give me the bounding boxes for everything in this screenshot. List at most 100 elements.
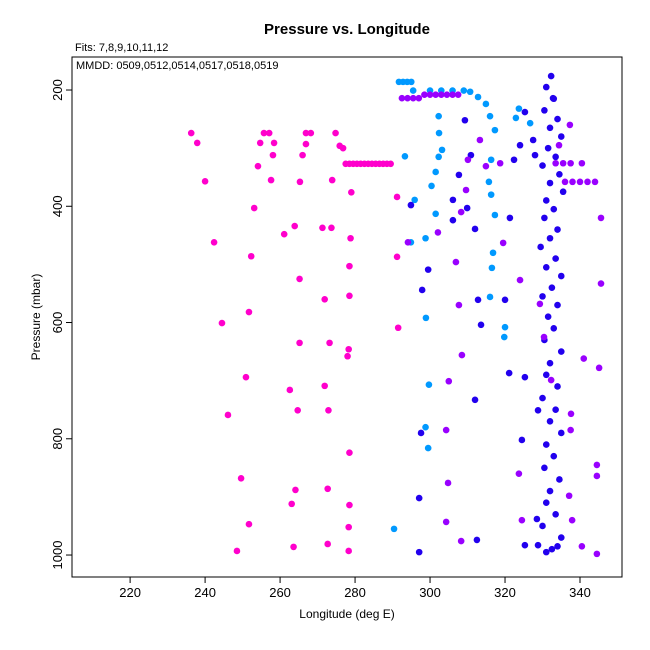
- point: [294, 406, 301, 414]
- point: [561, 178, 569, 186]
- point: [521, 373, 529, 381]
- point: [534, 406, 542, 414]
- point: [461, 116, 469, 124]
- point: [428, 182, 435, 190]
- point: [557, 534, 565, 541]
- point: [516, 276, 524, 284]
- point: [533, 515, 541, 523]
- point: [460, 87, 468, 94]
- point: [488, 264, 496, 272]
- point: [593, 550, 601, 558]
- point: [296, 275, 303, 283]
- point: [437, 91, 445, 98]
- point: [521, 541, 529, 549]
- point: [557, 348, 565, 355]
- point: [390, 525, 398, 533]
- point: [477, 321, 485, 329]
- point: [442, 518, 450, 526]
- point: [526, 119, 534, 127]
- point: [486, 112, 494, 120]
- point: [424, 266, 432, 273]
- point: [546, 487, 554, 495]
- x-tick-label: 240: [194, 585, 216, 600]
- point: [422, 314, 430, 322]
- point: [557, 272, 565, 280]
- point: [536, 300, 544, 308]
- point: [401, 152, 409, 160]
- point: [516, 141, 524, 149]
- point: [444, 479, 452, 487]
- point: [557, 429, 565, 437]
- point: [471, 396, 479, 404]
- y-axis-label: Pressure (mbar): [29, 274, 43, 361]
- point: [332, 129, 339, 137]
- point: [482, 100, 490, 108]
- point: [541, 464, 548, 472]
- point: [345, 523, 352, 531]
- point: [345, 345, 352, 353]
- point: [580, 355, 588, 362]
- point: [270, 139, 278, 147]
- point: [506, 214, 514, 222]
- point: [482, 162, 490, 170]
- point: [307, 129, 315, 137]
- point: [302, 129, 310, 137]
- point: [501, 323, 509, 331]
- point: [418, 286, 426, 294]
- point: [457, 208, 465, 216]
- y-tick-label: 400: [50, 195, 65, 217]
- point: [445, 377, 453, 385]
- point: [500, 333, 508, 341]
- point: [542, 264, 550, 271]
- x-tick-label: 260: [269, 585, 291, 600]
- point: [546, 234, 554, 242]
- point: [218, 319, 226, 327]
- point: [411, 196, 418, 204]
- point: [557, 133, 565, 140]
- point: [449, 216, 457, 224]
- point: [324, 485, 331, 493]
- point: [552, 511, 559, 518]
- point: [487, 191, 495, 198]
- point: [432, 210, 439, 218]
- point: [346, 262, 353, 270]
- point: [346, 449, 353, 457]
- point: [434, 229, 442, 236]
- point: [267, 176, 275, 184]
- point: [486, 293, 494, 301]
- point: [531, 151, 539, 159]
- point: [542, 499, 550, 507]
- point: [296, 339, 303, 347]
- point: [422, 423, 429, 431]
- point: [345, 547, 352, 555]
- point: [544, 144, 552, 152]
- point: [187, 129, 195, 137]
- point: [415, 548, 423, 556]
- point: [245, 308, 253, 316]
- point: [265, 129, 273, 137]
- point: [546, 418, 554, 425]
- point: [242, 373, 250, 381]
- point: [552, 159, 559, 167]
- point: [210, 239, 218, 246]
- point: [404, 94, 411, 102]
- point: [415, 94, 423, 102]
- point: [567, 426, 574, 434]
- point: [550, 95, 558, 103]
- point: [260, 129, 268, 137]
- point: [567, 159, 574, 167]
- x-tick-label: 340: [569, 585, 591, 600]
- point: [435, 112, 442, 120]
- point: [546, 124, 554, 132]
- point: [421, 91, 428, 98]
- point: [432, 168, 439, 176]
- point: [291, 222, 298, 230]
- point: [328, 176, 336, 184]
- point: [426, 91, 434, 98]
- point: [286, 386, 294, 394]
- point: [409, 94, 417, 102]
- point: [233, 547, 241, 555]
- plot-frame: [71, 56, 623, 578]
- y-tick-label: 800: [50, 428, 65, 450]
- point: [245, 520, 253, 528]
